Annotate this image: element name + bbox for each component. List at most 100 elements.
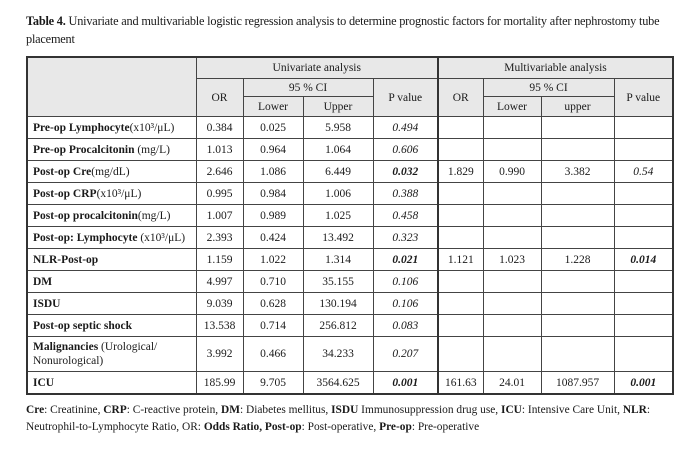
uni-or: 185.99 <box>195 371 244 395</box>
uni-or: 3.992 <box>195 336 244 372</box>
header-blank <box>26 56 197 117</box>
uni-p: 0.323 <box>372 226 439 249</box>
multi-upper <box>540 292 615 315</box>
footnote-abbr: NLR <box>622 404 647 416</box>
multi-or <box>437 116 484 139</box>
uni-or: 2.646 <box>195 160 244 183</box>
multi-p <box>613 226 674 249</box>
row-label-bold: Malignancies <box>33 341 99 353</box>
row-label-unit: (x10³/μL) <box>96 187 142 200</box>
row-label-bold: Post-op septic shock <box>33 319 133 332</box>
uni-upper: 3564.625 <box>302 371 374 395</box>
row-label-bold: Post-op: Lymphocyte <box>33 231 138 244</box>
uni-upper: 6.449 <box>302 160 374 183</box>
multi-lower <box>482 204 542 227</box>
uni-or: 1.007 <box>195 204 244 227</box>
multi-upper <box>540 336 615 372</box>
footnote-def: : Diabetes mellitus, <box>239 404 332 416</box>
uni-upper: 13.492 <box>302 226 374 249</box>
multi-lower <box>482 270 542 293</box>
multi-lower <box>482 138 542 161</box>
uni-p: 0.606 <box>372 138 439 161</box>
uni-or: 0.384 <box>195 116 244 139</box>
multi-or <box>437 336 484 372</box>
multi-upper <box>540 182 615 205</box>
uni-lower: 1.022 <box>242 248 304 271</box>
uni-p: 0.021 <box>372 248 439 271</box>
header-p: P value <box>613 78 674 117</box>
footnote-abbr: ISDU <box>331 404 359 416</box>
multi-p: 0.014 <box>613 248 674 271</box>
row-label-unit: (x10³/μL) <box>129 121 175 134</box>
uni-upper: 256.812 <box>302 314 374 337</box>
footnote-def: : C-reactive protein, <box>126 404 221 416</box>
multi-upper <box>540 226 615 249</box>
row-label: NLR-Post-op <box>26 248 197 271</box>
multi-lower <box>482 116 542 139</box>
uni-or: 13.538 <box>195 314 244 337</box>
multi-p: 0.001 <box>613 371 674 395</box>
table-row: Post-op septic shock 13.538 0.714 256.812 0.… <box>26 314 674 337</box>
row-label-unit: (mg/L) <box>137 209 171 222</box>
row-label: Pre-op Lymphocyte(x10³/μL) <box>26 116 197 139</box>
header-lower: Lower <box>482 96 542 117</box>
footnote-def: : Pre-operative <box>411 421 480 433</box>
uni-or: 4.997 <box>195 270 244 293</box>
footnote-abbr: DM <box>220 404 240 416</box>
caption-label: Table 4. <box>26 14 66 28</box>
multi-upper <box>540 314 615 337</box>
table-footnote: Cre: Creatinine, CRP: C-reactive protein… <box>26 402 676 436</box>
uni-lower: 0.964 <box>242 138 304 161</box>
multi-or <box>437 314 484 337</box>
footnote-abbr: ICU <box>501 404 522 416</box>
uni-lower: 0.989 <box>242 204 304 227</box>
page: Table 4. Univariate and multivariable lo… <box>26 12 676 436</box>
uni-p: 0.207 <box>372 336 439 372</box>
footnote-def: : Creatinine, <box>44 404 104 416</box>
multi-upper <box>540 204 615 227</box>
row-label-bold: Pre-op Lymphocyte <box>33 121 130 134</box>
row-label: Post-op Cre(mg/dL) <box>26 160 197 183</box>
uni-or: 1.159 <box>195 248 244 271</box>
header-p: P value <box>372 78 439 117</box>
multi-or <box>437 292 484 315</box>
multi-lower <box>482 292 542 315</box>
regression-table: Univariate analysis Multivariable analys… <box>26 56 674 395</box>
table-row: NLR-Post-op 1.159 1.022 1.314 0.021 1.121 1.02… <box>26 248 674 271</box>
multi-lower <box>482 336 542 372</box>
uni-p: 0.001 <box>372 371 439 395</box>
row-label-bold: DM <box>33 275 53 288</box>
table-row: ISDU 9.039 0.628 130.194 0.106 <box>26 292 674 315</box>
multi-or <box>437 182 484 205</box>
multi-p <box>613 292 674 315</box>
uni-upper: 34.233 <box>302 336 374 372</box>
footnote-def: : Intensive Care Unit, <box>521 404 623 416</box>
multi-p <box>613 116 674 139</box>
multi-lower: 0.990 <box>482 160 542 183</box>
header-univariate: Univariate analysis <box>195 56 439 79</box>
row-label: ICU <box>26 371 197 395</box>
footnote-def: : Post-operative, <box>301 421 380 433</box>
footnote-def: : Neutrophil-to-Lymphocyte Ratio, <box>26 404 651 433</box>
footnote-abbr: Pre-op <box>379 421 412 433</box>
table-row: Pre-op Procalcitonin (mg/L) 1.013 0.964 1.0… <box>26 138 674 161</box>
multi-p <box>613 314 674 337</box>
multi-or <box>437 204 484 227</box>
multi-p <box>613 204 674 227</box>
multi-or: 1.829 <box>437 160 484 183</box>
table-caption: Table 4. Univariate and multivariable lo… <box>26 12 676 48</box>
footnote-abbr: Cre <box>26 404 45 416</box>
multi-upper: 1.228 <box>540 248 615 271</box>
row-label-bold: Post-op Cre <box>33 165 92 178</box>
uni-p: 0.083 <box>372 314 439 337</box>
uni-upper: 130.194 <box>302 292 374 315</box>
row-label-unit: (mg/L) <box>134 143 170 156</box>
multi-or: 1.121 <box>437 248 484 271</box>
row-label-bold: Pre-op Procalcitonin <box>33 143 135 156</box>
table-row: Post-op Cre(mg/dL) 2.646 1.086 6.449 0.032 1.… <box>26 160 674 183</box>
uni-or: 1.013 <box>195 138 244 161</box>
row-label-bold: Post-op procalcitonin <box>33 209 138 222</box>
multi-p: 0.54 <box>613 160 674 183</box>
row-label: ISDU <box>26 292 197 315</box>
multi-or <box>437 138 484 161</box>
